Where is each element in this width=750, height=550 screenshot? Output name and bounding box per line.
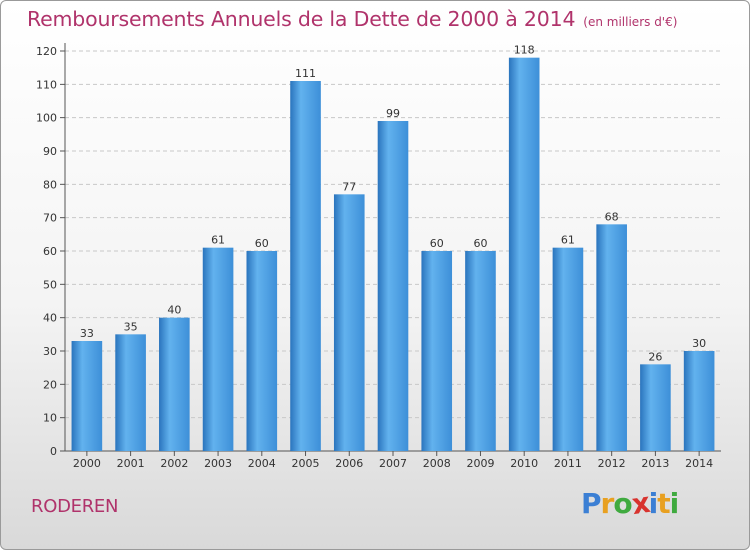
y-tick-label: 30 [43, 345, 57, 358]
y-tick-label: 110 [36, 78, 57, 91]
logo-letter: i [669, 487, 680, 520]
x-tick-label-2010: 2010 [510, 457, 538, 470]
x-tick-label-2013: 2013 [641, 457, 669, 470]
bar-2002 [159, 317, 190, 451]
bar-2010 [508, 57, 540, 452]
y-tick-label: 50 [43, 278, 57, 291]
x-tick-label-2003: 2003 [204, 457, 232, 470]
data-label-2007: 99 [386, 107, 400, 120]
y-tick-label: 70 [43, 212, 57, 225]
data-label-2000: 33 [80, 327, 94, 340]
bar-2014 [683, 351, 715, 451]
data-label-2002: 40 [167, 304, 181, 317]
x-tick-label-2005: 2005 [292, 457, 320, 470]
logo-letter: P [581, 487, 602, 520]
logo-letter: o [613, 487, 632, 520]
data-label-2014: 30 [692, 337, 706, 350]
x-tick-label-2001: 2001 [117, 457, 145, 470]
bar-2007 [377, 121, 409, 451]
x-tick-label-2008: 2008 [423, 457, 451, 470]
chart-title-block: Remboursements Annuels de la Dette de 20… [27, 7, 677, 31]
logo-letter: t [657, 487, 670, 520]
city-name: RODEREN [31, 496, 119, 517]
chart-title: Remboursements Annuels de la Dette de 20… [27, 7, 576, 31]
y-tick-label: 120 [36, 45, 57, 58]
y-tick-label: 40 [43, 312, 57, 325]
x-tick-label-2011: 2011 [554, 457, 582, 470]
bar-2003 [202, 247, 234, 451]
data-label-2006: 77 [342, 180, 356, 193]
data-label-2004: 60 [255, 237, 269, 250]
bar-2004 [246, 251, 278, 451]
logo-letter: x [629, 485, 651, 522]
bar-2008 [421, 251, 453, 451]
x-tick-label-2002: 2002 [160, 457, 188, 470]
y-tick-label: 100 [36, 112, 57, 125]
bar-2006 [333, 194, 365, 452]
y-tick-label: 10 [43, 412, 57, 425]
data-label-2010: 118 [514, 44, 535, 57]
data-label-2012: 68 [605, 210, 619, 223]
y-tick-label: 20 [43, 378, 57, 391]
y-tick-label: 60 [43, 245, 57, 258]
x-tick-label-2000: 2000 [73, 457, 101, 470]
bar-2009 [465, 251, 496, 451]
data-label-2001: 35 [124, 320, 138, 333]
data-label-2011: 61 [561, 234, 575, 247]
bar-2000 [71, 341, 103, 451]
y-tick-label: 90 [43, 145, 57, 158]
data-label-2008: 60 [430, 237, 444, 250]
logo-letter: r [600, 487, 615, 520]
data-label-2013: 26 [648, 350, 662, 363]
bar-2001 [115, 334, 146, 451]
x-tick-label-2007: 2007 [379, 457, 407, 470]
data-label-2009: 60 [473, 237, 487, 250]
logo-letter: i [648, 487, 659, 520]
data-label-2005: 111 [295, 67, 316, 80]
data-label-2003: 61 [211, 234, 225, 247]
proxiti-logo: Proxiti [581, 485, 680, 522]
y-tick-label: 0 [50, 445, 57, 458]
y-tick-label: 80 [43, 178, 57, 191]
bar-2013 [640, 364, 671, 451]
chart-subtitle: (en milliers d'€) [583, 15, 678, 29]
bar-2005 [290, 81, 321, 451]
x-tick-label-2009: 2009 [466, 457, 494, 470]
bar-2011 [552, 247, 584, 451]
bar-2012 [596, 224, 627, 451]
x-tick-label-2006: 2006 [335, 457, 363, 470]
x-tick-label-2004: 2004 [248, 457, 276, 470]
x-tick-label-2012: 2012 [598, 457, 626, 470]
x-tick-label-2014: 2014 [685, 457, 713, 470]
